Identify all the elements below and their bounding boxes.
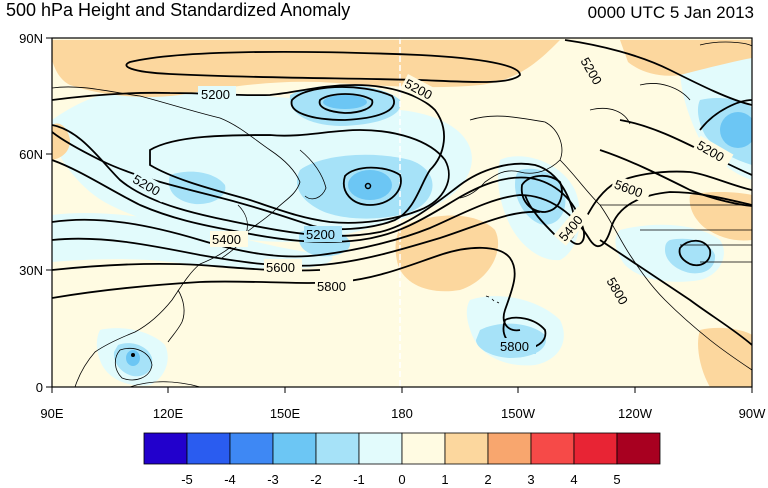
- lon-tick-label: 150E: [270, 406, 301, 421]
- colorbar-swatch: [401, 432, 446, 465]
- colorbar-swatch: [272, 432, 317, 465]
- alaska-coastline: [459, 115, 563, 199]
- colorbar-swatch: [616, 432, 661, 465]
- lat-tick-label: 60N: [19, 147, 43, 162]
- lat-tick-label: 30N: [19, 263, 43, 278]
- pos-anomaly-area: [620, 40, 752, 76]
- contour-label: 5600: [266, 260, 295, 275]
- contour-5400-b: [52, 159, 585, 245]
- neg-anomaly-max: [126, 350, 140, 366]
- colorbar-swatch: [487, 432, 532, 465]
- neg-anomaly-max: [323, 95, 367, 109]
- contour-label: 5200: [306, 227, 335, 242]
- contour-5800-low: [678, 239, 712, 267]
- low-center-marker: [364, 182, 372, 190]
- colorbar-swatch: [358, 432, 403, 465]
- colorbar-label: 2: [484, 472, 491, 487]
- north-america-interior: [600, 204, 752, 263]
- contour-5100-polar: [125, 50, 521, 83]
- australia-coastline: [129, 381, 201, 387]
- contour-labels: 5200 5200 5200 5200 5200 5200 5400 5400 …: [128, 52, 734, 354]
- lat-tick-label: 0: [36, 380, 43, 395]
- pos-anomaly-area: [52, 123, 70, 160]
- colorbar-swatch: [573, 432, 618, 465]
- colorbar-label: -2: [310, 472, 322, 487]
- asia-coastline: [52, 86, 301, 387]
- map-title: 500 hPa Height and Standardized Anomaly: [6, 0, 351, 20]
- lon-tick-label: 120W: [618, 406, 653, 421]
- hawaii-islands: [485, 295, 500, 304]
- neg-anomaly-max: [720, 112, 752, 148]
- borneo-coastline: [114, 348, 153, 381]
- contour-5100-low: [290, 86, 395, 121]
- contour-5200-inner: [149, 129, 450, 224]
- contour-5400-c: [581, 170, 752, 226]
- contour-5800: [52, 246, 521, 332]
- greenland-coastline: [699, 41, 752, 47]
- neg-anomaly-core: [515, 168, 566, 225]
- lon-tick-label: 90E: [40, 406, 63, 421]
- contour-5800-east: [599, 239, 752, 346]
- lon-tick-label: 180: [391, 406, 413, 421]
- lat-tick-label: 90N: [19, 31, 43, 46]
- colorbar-label: 4: [570, 472, 577, 487]
- pos-anomaly-area: [52, 40, 560, 97]
- colorbar-swatch: [315, 432, 360, 465]
- colorbar-swatch: [229, 432, 274, 465]
- contour-5600-b: [52, 210, 541, 267]
- colorbar-swatch: [143, 432, 188, 465]
- contour-label: 5400: [212, 232, 241, 247]
- contour-label: 5800: [500, 339, 529, 354]
- lon-tick-label: 120E: [153, 406, 184, 421]
- contour-5200-hudson: [699, 99, 752, 131]
- contour-5100-center: [343, 166, 402, 206]
- colorbar-swatch: [444, 432, 489, 465]
- contour-5000-low: [318, 93, 374, 114]
- low-center-marker: [131, 353, 135, 357]
- pos-anomaly-area: [698, 327, 752, 387]
- lon-tick-label: 90W: [739, 406, 766, 421]
- colorbar-label: 3: [527, 472, 534, 487]
- kamchatka-coastline: [299, 149, 327, 200]
- contour-5600-ne: [599, 149, 752, 207]
- colorbar-swatch: [530, 432, 575, 465]
- colorbar: -5 -4 -3 -2 -1 0 1 2 3 4 5: [143, 432, 661, 487]
- valid-time: 0000 UTC 5 Jan 2013: [587, 3, 754, 22]
- colorbar-label: 1: [441, 472, 448, 487]
- colorbar-label: 0: [398, 472, 405, 487]
- colorbar-label: -5: [181, 472, 193, 487]
- colorbar-label: -4: [224, 472, 236, 487]
- philippines-coastline: [167, 289, 185, 343]
- colorbar-label: -3: [267, 472, 279, 487]
- contour-5200-east: [564, 39, 752, 106]
- contour-5200-alaska: [520, 175, 563, 213]
- lat-axis: 90N 60N 30N 0: [19, 31, 52, 395]
- contour-label: 5200: [201, 87, 230, 102]
- contour-label: 5800: [317, 279, 346, 294]
- colorbar-swatch: [186, 432, 231, 465]
- colorbar-label: -1: [353, 472, 365, 487]
- colorbar-label: 5: [613, 472, 620, 487]
- lon-tick-label: 150W: [501, 406, 536, 421]
- lon-axis: 90E 120E 150E 180 150W 120W 90W: [40, 387, 766, 421]
